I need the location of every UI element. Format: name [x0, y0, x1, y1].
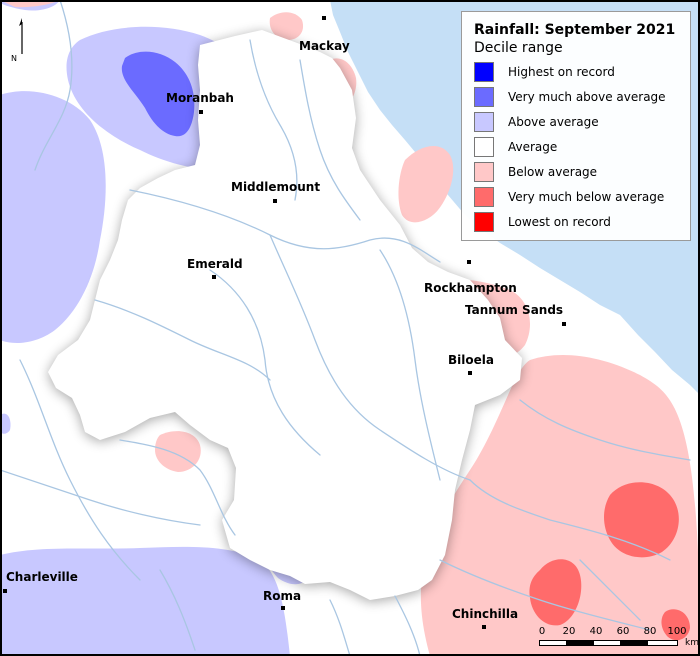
legend-label: Above average: [508, 115, 599, 129]
scale-tick-label: 60: [616, 626, 630, 637]
town-label-tannum-sands: Tannum Sands: [465, 303, 563, 317]
town-marker-tannum-sands[interactable]: [562, 322, 566, 326]
scale-unit: km: [685, 638, 699, 648]
scale-tick-label: 80: [643, 626, 657, 637]
town-marker-middlemount[interactable]: [273, 199, 277, 203]
legend: Rainfall: September 2021 Decile range Hi…: [461, 11, 691, 241]
scale-segment: [647, 640, 678, 646]
north-arrow: [6, 18, 26, 66]
very-much-above-average-region: [121, 51, 195, 137]
town-marker-rockhampton[interactable]: [467, 260, 471, 264]
scale-tick-label: 100: [667, 626, 687, 637]
scale-bar: 0 20 40 60 80 100 km: [538, 626, 699, 648]
legend-swatch: [474, 62, 494, 82]
scale-segment: [539, 640, 567, 646]
legend-swatch: [474, 187, 494, 207]
town-label-rockhampton: Rockhampton: [424, 281, 517, 295]
town-label-biloela: Biloela: [448, 353, 494, 367]
legend-item-below-average: Below average: [474, 162, 684, 184]
town-marker-moranbah[interactable]: [199, 110, 203, 114]
legend-item-highest-on-record: Highest on record: [474, 62, 684, 84]
legend-item-above-average: Above average: [474, 112, 684, 134]
legend-label: Very much below average: [508, 190, 665, 204]
town-label-middlemount: Middlemount: [231, 180, 320, 194]
legend-swatch: [474, 112, 494, 132]
region-of-interest: [48, 30, 522, 600]
scale-segment: [620, 640, 648, 646]
town-label-charleville: Charleville: [6, 570, 78, 584]
town-marker-chinchilla[interactable]: [482, 625, 486, 629]
legend-item-lowest-on-record: Lowest on record: [474, 212, 684, 234]
town-label-emerald: Emerald: [187, 257, 243, 271]
legend-item-average: Average: [474, 137, 684, 159]
north-arrow-icon: [19, 18, 23, 54]
legend-item-very-much-below-average: Very much below average: [474, 187, 684, 209]
legend-label: Very much above average: [508, 90, 666, 104]
scale-segment: [566, 640, 594, 646]
scale-tick-label: 20: [562, 626, 576, 637]
town-markers: [3, 16, 566, 629]
legend-swatch: [474, 212, 494, 232]
town-label-chinchilla: Chinchilla: [452, 607, 518, 621]
legend-label: Lowest on record: [508, 215, 611, 229]
town-marker-mackay[interactable]: [322, 16, 326, 20]
legend-swatch: [474, 137, 494, 157]
legend-label: Below average: [508, 165, 598, 179]
scale-segment: [593, 640, 621, 646]
north-label: N: [11, 54, 17, 63]
scale-tick-label: 0: [538, 626, 546, 637]
town-label-mackay: Mackay: [299, 39, 350, 53]
town-marker-biloela[interactable]: [468, 371, 472, 375]
town-marker-roma[interactable]: [281, 606, 285, 610]
town-label-roma: Roma: [263, 589, 301, 603]
legend-title: Rainfall: September 2021: [474, 22, 676, 38]
town-marker-charleville[interactable]: [3, 589, 7, 593]
legend-label: Average: [508, 140, 558, 154]
legend-swatch: [474, 162, 494, 182]
legend-subtitle: Decile range: [474, 40, 563, 56]
scale-tick-label: 40: [589, 626, 603, 637]
legend-item-very-much-above-average: Very much above average: [474, 87, 684, 109]
legend-swatch: [474, 87, 494, 107]
town-labels: Mackay Moranbah Middlemount Emerald Rock…: [6, 39, 563, 621]
town-label-moranbah: Moranbah: [166, 91, 234, 105]
legend-label: Highest on record: [508, 65, 615, 79]
town-marker-emerald[interactable]: [212, 275, 216, 279]
